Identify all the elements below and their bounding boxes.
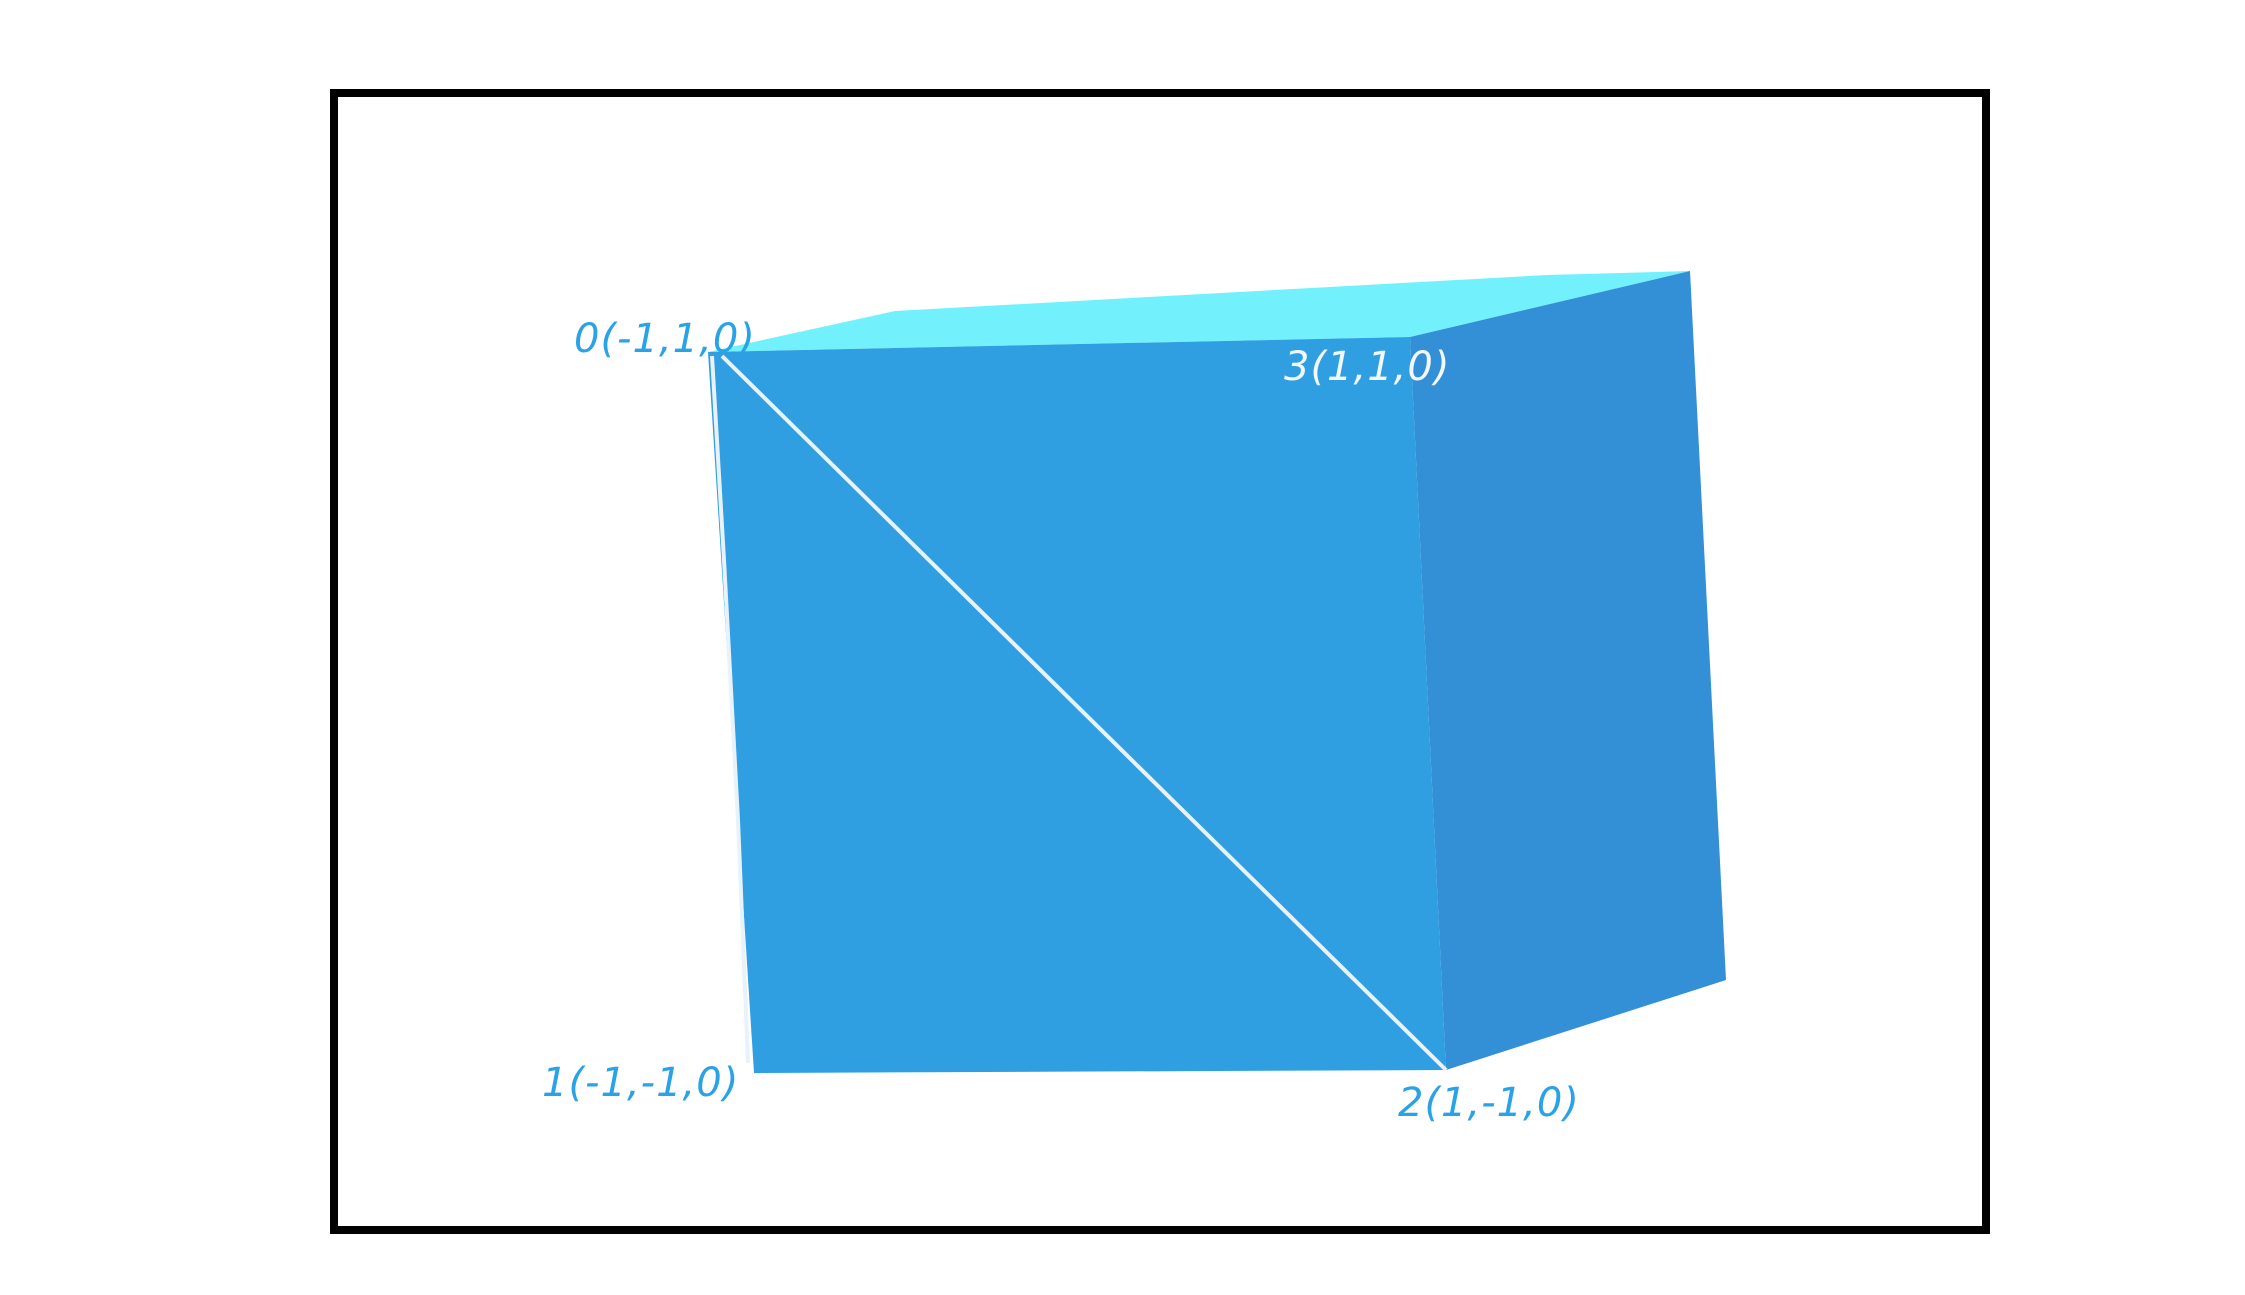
front-face-left-edge (710, 355, 750, 1064)
vertex-label-2: 2(1,-1,0) (1398, 1080, 1580, 1126)
cube-side-face (1410, 271, 1726, 1070)
vertex-label-3: 3(1,1,0) (1284, 344, 1450, 390)
vertex-label-0: 0(-1,1,0) (574, 316, 756, 362)
vertex-label-1: 1(-1,-1,0) (542, 1060, 739, 1106)
front-face-diagonal (720, 354, 1448, 1072)
diagram-frame (330, 89, 1990, 1234)
cube-top-face (708, 271, 1690, 352)
